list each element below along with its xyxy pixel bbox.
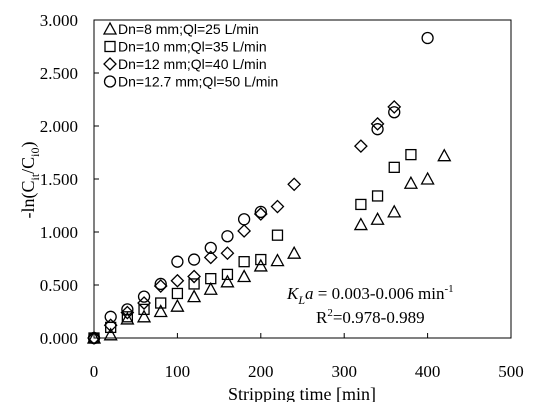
triangle-data-point xyxy=(170,298,185,312)
x-axis-title: Stripping time [min] xyxy=(228,384,376,402)
square-data-point xyxy=(388,161,400,173)
diamond-data-point xyxy=(137,296,151,310)
square-data-point xyxy=(188,278,200,290)
circle-data-point xyxy=(171,255,184,268)
diamond-data-point xyxy=(120,305,135,320)
square-data-point xyxy=(405,148,417,161)
legend-square-marker xyxy=(104,40,116,53)
diamond-data-point xyxy=(220,246,235,261)
triangle-data-point xyxy=(220,274,235,288)
triangle-data-point xyxy=(353,217,368,231)
x-tick-label: 0 xyxy=(90,362,99,381)
triangle-data-point xyxy=(120,311,135,325)
legend-triangle-marker xyxy=(102,21,118,35)
y-tick-label: 1.500 xyxy=(40,170,78,189)
triangle-data-point xyxy=(153,304,168,318)
circle-data-point xyxy=(87,331,101,345)
diamond-data-point xyxy=(103,318,118,333)
diamond-data-point xyxy=(270,199,285,214)
diamond-data-point xyxy=(370,116,385,131)
triangle-data-point xyxy=(287,245,302,259)
diamond-data-point xyxy=(187,269,201,284)
triangle-data-point xyxy=(270,253,285,267)
square-data-point xyxy=(155,297,167,309)
y-tick-label: 2.000 xyxy=(40,117,78,136)
triangle-data-point xyxy=(186,289,202,303)
legend-entry-label: Dn=12 mm;Ql=40 L/min xyxy=(118,56,267,72)
legend-diamond-marker xyxy=(103,57,117,71)
triangle-data-point xyxy=(387,204,402,218)
x-tick-label: 200 xyxy=(248,362,274,381)
square-data-point xyxy=(355,198,367,211)
square-data-point xyxy=(238,256,250,268)
x-axis: 0 100 200 300 400 500 xyxy=(90,333,524,381)
circle-data-point xyxy=(388,106,401,119)
diamond-data-point xyxy=(387,100,402,114)
legend-entry-label: Dn=8 mm;Ql=25 L/min xyxy=(118,21,259,37)
square-data-point xyxy=(271,229,284,241)
circle-data-point xyxy=(221,230,234,243)
y-axis: 0.000 0.500 1.000 1.500 2.000 2.500 3.000 xyxy=(40,11,99,348)
x-tick-label: 500 xyxy=(498,362,524,381)
square-data-point xyxy=(121,311,134,323)
data-points xyxy=(86,31,452,345)
circle-data-point xyxy=(371,123,384,136)
y-tick-label: 0.500 xyxy=(40,276,78,295)
y-tick-label: 1.000 xyxy=(40,223,78,242)
circle-data-point xyxy=(421,31,434,45)
diamond-data-point xyxy=(203,250,218,265)
circle-data-point xyxy=(237,213,251,226)
x-tick-label: 300 xyxy=(331,362,357,381)
triangle-data-point xyxy=(420,171,435,185)
y-tick-label: 2.500 xyxy=(40,64,78,83)
y-tick-label: 0.000 xyxy=(40,329,78,348)
square-data-point xyxy=(205,272,217,285)
triangle-data-point xyxy=(403,175,419,189)
y-tick-label: 3.000 xyxy=(40,11,78,30)
x-tick-label: 400 xyxy=(415,362,441,381)
triangle-data-point xyxy=(103,327,118,341)
circle-data-point xyxy=(154,277,167,291)
circle-data-point xyxy=(137,290,151,303)
triangle-data-point xyxy=(237,269,252,283)
triangle-data-point xyxy=(253,258,268,272)
kla-annotation: KLa = 0.003-0.006 min-1 xyxy=(286,283,454,307)
diamond-data-point xyxy=(253,207,268,221)
square-data-point xyxy=(138,303,150,316)
triangle-data-point xyxy=(203,281,218,295)
circle-data-point xyxy=(204,241,217,255)
y-axis-title: -ln(Cit/Ci0) xyxy=(18,141,42,218)
circle-data-point xyxy=(104,310,117,323)
diamond-data-point xyxy=(353,139,368,154)
triangle-data-point xyxy=(370,211,385,225)
legend-entry-label: Dn=10 mm;Ql=35 L/min xyxy=(118,39,267,55)
x-tick-label: 100 xyxy=(165,362,191,381)
square-data-point xyxy=(255,253,267,266)
square-data-point xyxy=(371,190,384,202)
legend-entry-label: Dn=12.7 mm;Ql=50 L/min xyxy=(118,74,278,90)
diamond-data-point xyxy=(287,177,302,192)
diamond-data-point xyxy=(170,273,185,288)
triangle-data-point xyxy=(136,309,152,323)
circle-data-point xyxy=(121,303,134,316)
triangle-data-point xyxy=(437,148,452,162)
circle-data-point xyxy=(187,253,201,266)
legend-circle-marker xyxy=(103,75,117,88)
diamond-data-point xyxy=(237,224,252,238)
diamond-data-point xyxy=(153,279,168,293)
square-data-point xyxy=(171,287,184,300)
r2-annotation: R2=0.978-0.989 xyxy=(316,307,425,327)
square-data-point xyxy=(221,268,234,281)
circle-data-point xyxy=(254,205,267,219)
